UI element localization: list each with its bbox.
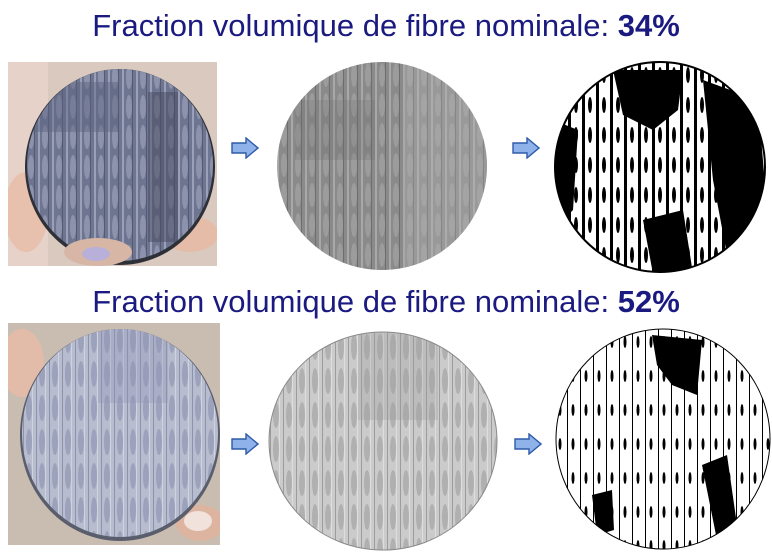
row-1-title: Fraction volumique de fibre nominale: 34… (0, 7, 772, 45)
row-1-grayscale-image (277, 62, 487, 270)
row-2-title-prefix: Fraction volumique de fibre nominale: (92, 284, 618, 319)
row-2-photo-sample (8, 323, 220, 545)
arrow-right-icon (512, 137, 540, 159)
arrow-right-icon (231, 137, 259, 159)
row-1-photo-sample (8, 62, 217, 266)
row-2-binary-image (555, 328, 771, 550)
row-2-grayscale-image (268, 331, 498, 551)
row-1-binary-image (554, 61, 766, 273)
arrow-right-icon (514, 433, 542, 455)
arrow-right-icon (231, 433, 259, 455)
row-2-fiber-fraction: 52% (617, 284, 680, 319)
row-1-title-prefix: Fraction volumique de fibre nominale: (92, 8, 618, 43)
row-2-title: Fraction volumique de fibre nominale: 52… (0, 283, 772, 321)
row-1-fiber-fraction: 34% (617, 8, 680, 43)
